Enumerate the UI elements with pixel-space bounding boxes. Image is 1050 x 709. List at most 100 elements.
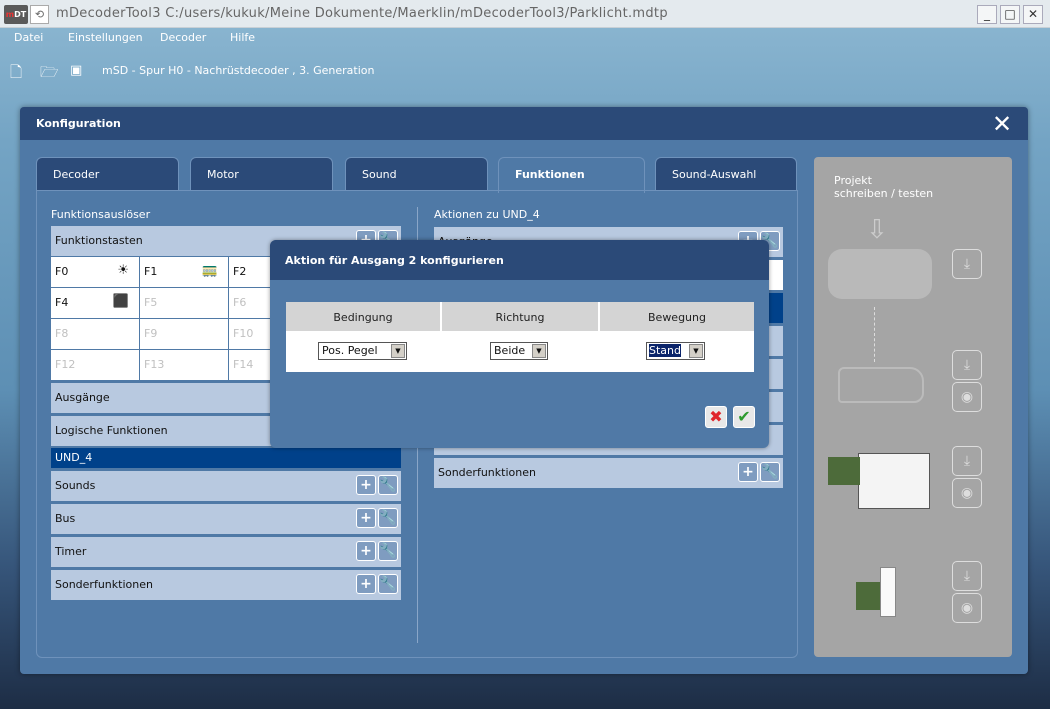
function-key-label: F12 (55, 358, 76, 371)
usb-stick-image (880, 567, 896, 617)
weight-icon: ⬛ (112, 294, 129, 309)
tab-content (36, 190, 798, 658)
add-button[interactable]: + (356, 508, 376, 528)
add-button[interactable]: + (738, 462, 758, 482)
project-label-2: schreiben / testen (834, 187, 934, 200)
function-key-f4[interactable]: F4 ⬛ (51, 288, 139, 318)
close-window-button[interactable]: ✕ (1023, 5, 1043, 24)
function-key-label: F8 (55, 327, 69, 340)
menu-datei[interactable]: Datei (14, 31, 44, 44)
add-button[interactable]: + (356, 475, 376, 495)
function-key-f13[interactable]: F13 (140, 350, 228, 380)
locomotive-icon: 🚃 (201, 263, 218, 278)
new-file-icon[interactable]: 🗋 (10, 63, 23, 81)
tab-motor[interactable]: Motor (190, 157, 333, 191)
row-label: Sonderfunktionen (55, 578, 153, 591)
function-key-f1[interactable]: F1 🚃 (140, 257, 228, 287)
decoder-board-image (828, 457, 860, 485)
function-key-label: F4 (55, 296, 69, 309)
function-key-label: F0 (55, 265, 69, 278)
write-download-icon[interactable]: ⤓ (952, 561, 982, 591)
decoder-name: mSD - Spur H0 - Nachrüstdecoder , 3. Gen… (102, 64, 375, 77)
row-sonderfunktionen[interactable]: Sonderfunktionen + 🔧 (51, 570, 401, 600)
tab-funktionen[interactable]: Funktionen (498, 157, 645, 193)
function-key-f0[interactable]: F0 ☀ (51, 257, 139, 287)
write-download-icon[interactable]: ⤓ (952, 249, 982, 279)
function-key-label: F2 (233, 265, 247, 278)
modal-header: Aktion für Ausgang 2 konfigurieren (270, 240, 769, 280)
wrench-icon[interactable]: 🔧 (760, 462, 780, 482)
function-key-label: F9 (144, 327, 158, 340)
eye-icon[interactable]: ◉ (952, 382, 982, 412)
column-bedingung: Bedingung (286, 302, 441, 331)
open-folder-icon[interactable]: 🗁 (40, 63, 59, 81)
locomotive-icon (838, 367, 924, 403)
function-key-f5[interactable]: F5 (140, 288, 228, 318)
wrench-icon[interactable]: 🔧 (378, 475, 398, 495)
output-action-modal: Aktion für Ausgang 2 konfigurieren Bedin… (270, 240, 769, 448)
eye-icon[interactable]: ◉ (952, 593, 982, 623)
function-key-f12[interactable]: F12 (51, 350, 139, 380)
function-key-f8[interactable]: F8 (51, 319, 139, 349)
decoder-board-image (856, 582, 884, 610)
row-bus[interactable]: Bus + 🔧 (51, 504, 401, 534)
row-timer[interactable]: Timer + 🔧 (51, 537, 401, 567)
wrench-icon[interactable]: 🔧 (378, 541, 398, 561)
cancel-button[interactable]: ✖ (705, 406, 727, 428)
add-button[interactable]: + (356, 574, 376, 594)
programmer-device-image (858, 453, 930, 509)
select-value: Pos. Pegel (322, 344, 378, 357)
function-key-label: F14 (233, 358, 254, 371)
left-section-title: Funktionsauslöser (51, 208, 151, 221)
action-table: Bedingung Richtung Bewegung Pos. Pegel ▼ … (286, 302, 754, 372)
project-label-1: Projekt (834, 174, 872, 187)
write-download-icon[interactable]: ⤓ (952, 350, 982, 380)
close-icon[interactable]: ✕ (992, 110, 1013, 138)
row-label: Sonderfunktionen (438, 466, 536, 479)
bewegung-select[interactable]: Stand ▼ (646, 342, 705, 360)
arrow-down-icon: ⇩ (866, 215, 888, 245)
function-key-label: F10 (233, 327, 254, 340)
row-und-4-selected[interactable]: UND_4 (51, 448, 401, 468)
column-richtung: Richtung (442, 302, 599, 331)
wrench-icon[interactable]: 🔧 (378, 508, 398, 528)
add-button[interactable]: + (356, 541, 376, 561)
function-key-label: F5 (144, 296, 158, 309)
minimize-button[interactable]: _ (977, 5, 997, 24)
function-key-label: F13 (144, 358, 165, 371)
confirm-button[interactable]: ✔ (733, 406, 755, 428)
tab-sound[interactable]: Sound (345, 157, 488, 191)
menu-einstellungen[interactable]: Einstellungen (68, 31, 143, 44)
bedingung-select[interactable]: Pos. Pegel ▼ (318, 342, 407, 360)
write-download-icon[interactable]: ⤓ (952, 446, 982, 476)
chevron-down-icon[interactable]: ▼ (391, 344, 405, 358)
function-key-f9[interactable]: F9 (140, 319, 228, 349)
richtung-select[interactable]: Beide ▼ (490, 342, 548, 360)
central-station-image (828, 249, 932, 299)
row-sounds[interactable]: Sounds + 🔧 (51, 471, 401, 501)
eye-icon[interactable]: ◉ (952, 478, 982, 508)
chevron-down-icon[interactable]: ▼ (689, 344, 703, 358)
connection-line (874, 307, 875, 362)
column-bewegung: Bewegung (600, 302, 754, 331)
window-title: mDecoderTool3 C:/users/kukuk/Meine Dokum… (56, 6, 668, 21)
select-value: Stand (648, 343, 682, 358)
row-sonderfunktionen-actions[interactable]: Sonderfunktionen + 🔧 (434, 458, 783, 488)
maximize-button[interactable]: □ (1000, 5, 1020, 24)
chevron-down-icon[interactable]: ▼ (532, 344, 546, 358)
row-label: Funktionstasten (55, 234, 143, 247)
save-icon[interactable]: ▣ (70, 63, 83, 78)
dialog-title: Konfiguration (36, 117, 121, 130)
select-value: Beide (494, 344, 526, 357)
right-section-title: Aktionen zu UND_4 (434, 208, 540, 221)
tab-sound-auswahl[interactable]: Sound-Auswahl (655, 157, 797, 191)
row-label: Sounds (55, 479, 96, 492)
refresh-icon[interactable]: ⟲ (30, 5, 49, 24)
row-label: Bus (55, 512, 76, 525)
menu-decoder[interactable]: Decoder (160, 31, 207, 44)
tab-decoder[interactable]: Decoder (36, 157, 179, 191)
function-key-label: F1 (144, 265, 158, 278)
wrench-icon[interactable]: 🔧 (378, 574, 398, 594)
app-logo: mDT (4, 5, 28, 24)
menu-hilfe[interactable]: Hilfe (230, 31, 256, 44)
